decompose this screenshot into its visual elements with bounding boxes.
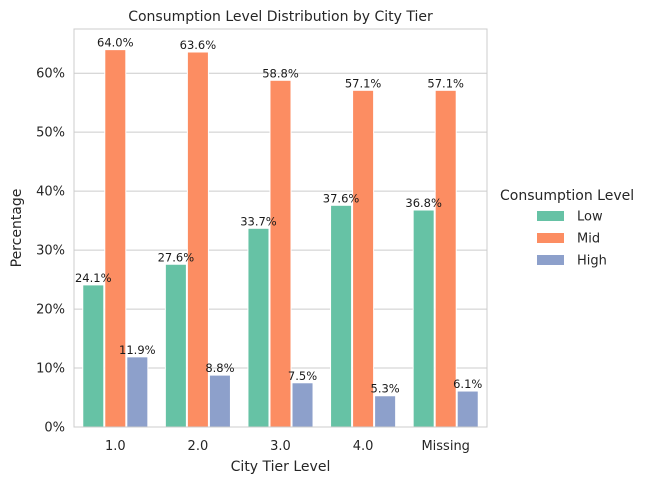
legend-swatch-low <box>537 211 564 221</box>
y-tick-label: 0% <box>44 421 65 436</box>
data-label-low: 27.6% <box>158 250 195 264</box>
legend-swatch-mid <box>537 233 564 243</box>
bar-low <box>247 227 270 428</box>
bar-low <box>164 263 187 428</box>
legend-label-low: Low <box>577 210 603 225</box>
legend-label-mid: Mid <box>577 232 600 247</box>
data-label-low: 24.1% <box>75 271 112 285</box>
labels-layer: 24.1% 64.0% 11.9% 27.6% 63.6% 8.8% 33.7% 58.8% 7… <box>75 36 482 396</box>
bar-mid <box>352 89 375 428</box>
y-tick-label: 50% <box>36 126 65 141</box>
data-label-high: 6.1% <box>453 377 482 391</box>
bar-low <box>82 284 105 428</box>
data-label-high: 7.5% <box>288 369 317 383</box>
ticks-layer: 0% 10% 20% 30% 40% 50% 60% 1.0 2.0 3.0 4.0 Missing <box>36 67 470 454</box>
bar-high <box>374 395 397 428</box>
plot-frame <box>73 28 488 428</box>
legend: Consumption Level Low Mid High <box>500 188 634 269</box>
bar-low <box>330 204 353 428</box>
data-label-low: 33.7% <box>240 214 277 228</box>
data-label-high: 11.9% <box>119 343 156 357</box>
bar-low <box>412 209 435 428</box>
bar-high <box>456 390 479 428</box>
data-label-mid: 57.1% <box>345 76 382 90</box>
chart-title: Consumption Level Distribution by City T… <box>128 9 433 25</box>
y-axis-label: Percentage <box>9 189 25 268</box>
data-label-mid: 58.8% <box>262 66 299 80</box>
legend-title: Consumption Level <box>500 188 634 204</box>
bar-mid <box>104 49 127 428</box>
data-label-low: 37.6% <box>323 191 360 205</box>
data-label-high: 5.3% <box>371 382 400 396</box>
x-tick-label: 2.0 <box>188 439 209 454</box>
bar-high <box>291 382 314 428</box>
legend-label-high: High <box>577 254 607 269</box>
y-tick-label: 40% <box>36 185 65 200</box>
y-tick-label: 10% <box>36 362 65 377</box>
data-label-low: 36.8% <box>405 196 442 210</box>
y-tick-label: 60% <box>36 67 65 82</box>
data-label-mid: 63.6% <box>180 38 217 52</box>
data-label-mid: 64.0% <box>97 36 134 50</box>
legend-swatch-high <box>537 255 564 265</box>
bar-high <box>126 356 149 428</box>
x-tick-label: 4.0 <box>353 439 374 454</box>
x-tick-label: Missing <box>421 439 469 454</box>
bars-layer <box>82 49 479 428</box>
y-tick-label: 30% <box>36 244 65 259</box>
data-label-high: 8.8% <box>205 361 234 375</box>
x-tick-label: 1.0 <box>105 439 126 454</box>
x-axis-label: City Tier Level <box>231 459 331 475</box>
x-tick-label: 3.0 <box>270 439 291 454</box>
bar-high <box>208 374 231 428</box>
y-tick-label: 20% <box>36 303 65 318</box>
data-label-mid: 57.1% <box>427 76 464 90</box>
